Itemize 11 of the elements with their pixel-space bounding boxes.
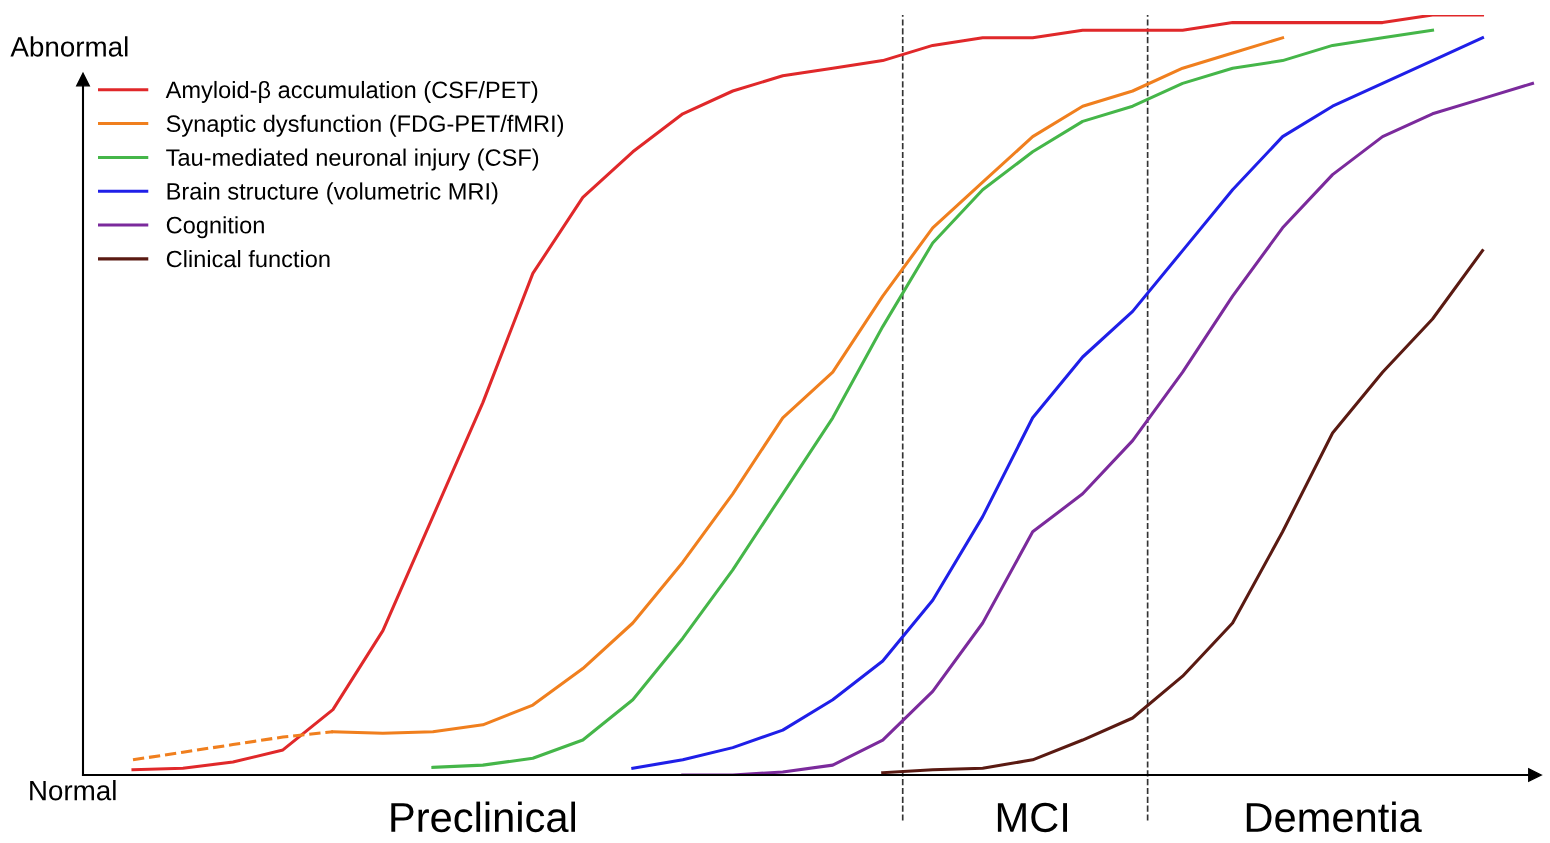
- legend-label: Amyloid-β accumulation (CSF/PET): [165, 80, 538, 103]
- legend-label: Tau-mediated neuronal injury (CSF): [166, 148, 539, 171]
- annotation: Abnormal: [10, 36, 128, 57]
- text: Normal: [30, 780, 116, 801]
- text: Preclinical: [391, 801, 576, 833]
- legend-label: Brain structure (volumetric MRI): [167, 182, 498, 205]
- text: MCI: [997, 802, 1068, 833]
- legend-label: Cognition: [166, 216, 264, 239]
- text: Dementia: [1246, 801, 1422, 833]
- legend-label: Synaptic dysfunction (FDG-PET/fMRI): [166, 114, 564, 137]
- legend-label: Clinical function: [166, 250, 330, 268]
